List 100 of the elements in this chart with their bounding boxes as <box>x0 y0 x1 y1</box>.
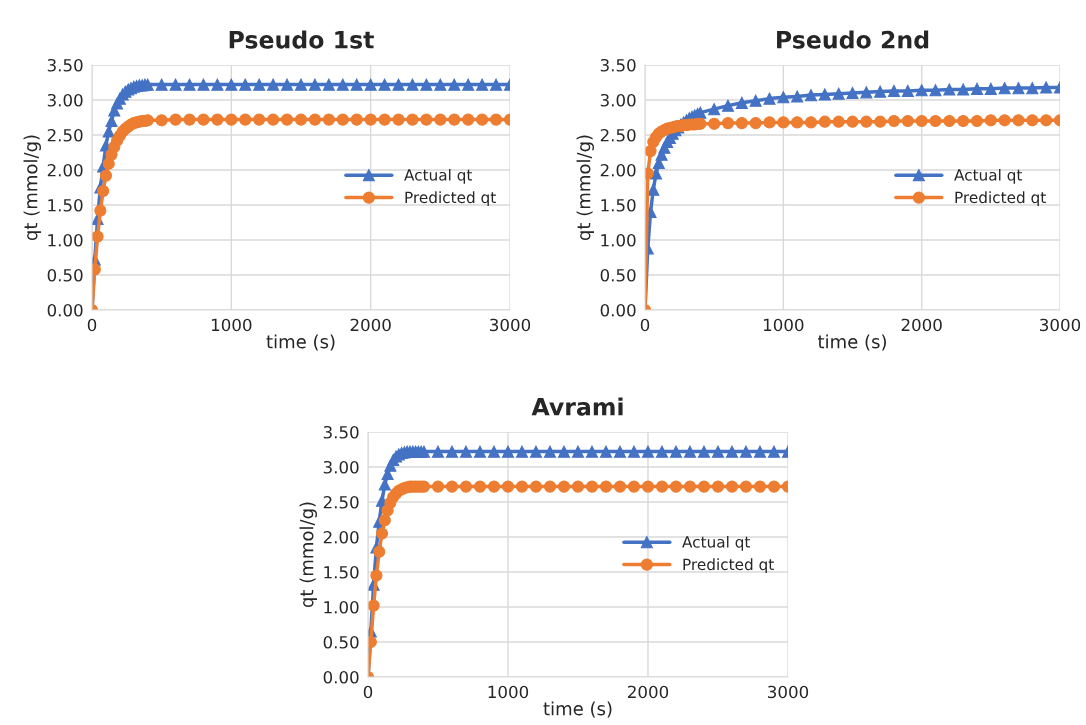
point <box>375 527 389 540</box>
x-tick-label: 0 <box>640 318 650 332</box>
y-tick-label: 2.50 <box>600 128 636 142</box>
point <box>378 78 391 91</box>
point <box>739 445 753 458</box>
point <box>515 480 529 493</box>
point <box>777 116 790 129</box>
point <box>804 116 818 129</box>
point <box>155 78 168 91</box>
point <box>92 230 104 243</box>
point <box>431 480 445 493</box>
point <box>998 114 1011 127</box>
point <box>753 445 767 458</box>
x-tick-label: 2000 <box>901 318 942 332</box>
legend-label: Actual qt <box>404 168 473 184</box>
y-axis-title: qt (mmol/g) <box>23 135 41 241</box>
point <box>846 115 859 128</box>
y-tick-label: 2.00 <box>47 163 83 177</box>
point <box>280 78 294 91</box>
point <box>462 113 475 126</box>
point <box>749 117 762 130</box>
point <box>529 445 543 458</box>
point <box>476 113 489 126</box>
y-tick-label: 3.00 <box>600 93 636 107</box>
point <box>697 480 711 493</box>
point <box>373 545 386 558</box>
y-tick-label: 3.50 <box>600 58 636 72</box>
y-tick-label: 1.50 <box>324 565 359 579</box>
x-tick-label: 1000 <box>488 685 529 699</box>
point <box>915 84 928 97</box>
point <box>984 114 997 127</box>
point <box>708 117 721 130</box>
point <box>749 94 762 107</box>
y-tick-label: 3.00 <box>323 460 359 474</box>
point <box>669 480 683 493</box>
point <box>585 445 599 458</box>
point <box>434 113 447 126</box>
point <box>183 78 196 91</box>
point <box>1026 82 1039 95</box>
point <box>627 480 641 493</box>
point <box>984 82 997 95</box>
point <box>378 514 391 527</box>
point <box>364 78 377 91</box>
point <box>322 78 335 91</box>
point <box>543 445 557 458</box>
point <box>767 445 781 458</box>
point <box>655 480 669 493</box>
point <box>683 480 697 493</box>
point <box>448 78 461 91</box>
point <box>763 92 776 105</box>
point <box>777 91 790 104</box>
point <box>370 569 383 582</box>
legend-label: Predicted qt <box>405 191 496 207</box>
point <box>585 480 599 493</box>
point <box>364 113 377 126</box>
x-tick-label: 3000 <box>768 685 809 699</box>
point <box>613 445 627 458</box>
y-tick-label: 2.50 <box>47 128 83 142</box>
chart-title: Pseudo 2nd <box>777 30 929 49</box>
point <box>448 113 461 126</box>
point <box>846 86 859 100</box>
point <box>420 78 433 91</box>
point <box>280 113 294 126</box>
y-tick-label: 0.50 <box>47 268 83 282</box>
point <box>378 113 391 126</box>
point <box>557 480 571 493</box>
point <box>571 480 585 493</box>
point <box>791 90 804 103</box>
point <box>1012 82 1025 95</box>
point <box>336 78 349 91</box>
point <box>211 113 224 126</box>
point <box>804 89 818 102</box>
point <box>434 78 447 91</box>
point <box>239 78 252 91</box>
y-tick-label: 1.00 <box>324 600 359 614</box>
point <box>874 85 887 98</box>
point <box>169 113 182 126</box>
point <box>887 114 901 128</box>
x-tick-label: 0 <box>363 685 373 699</box>
point <box>105 114 118 128</box>
point <box>697 445 711 458</box>
point <box>735 117 748 130</box>
point <box>350 78 363 91</box>
y-tick-label: 0.00 <box>47 303 83 317</box>
y-tick-label: 2.00 <box>323 530 359 544</box>
point <box>94 204 107 217</box>
point <box>225 113 238 126</box>
point <box>445 480 459 493</box>
y-tick-label: 2.00 <box>600 163 636 177</box>
point <box>459 445 473 458</box>
point <box>1040 114 1053 127</box>
point <box>832 115 845 128</box>
legend-label: Predicted qt <box>683 558 774 574</box>
point <box>901 84 914 97</box>
point <box>476 78 489 91</box>
point <box>613 480 627 493</box>
x-axis-title: time (s) <box>543 701 612 718</box>
point <box>501 480 515 493</box>
point <box>211 78 224 91</box>
point <box>708 103 721 116</box>
